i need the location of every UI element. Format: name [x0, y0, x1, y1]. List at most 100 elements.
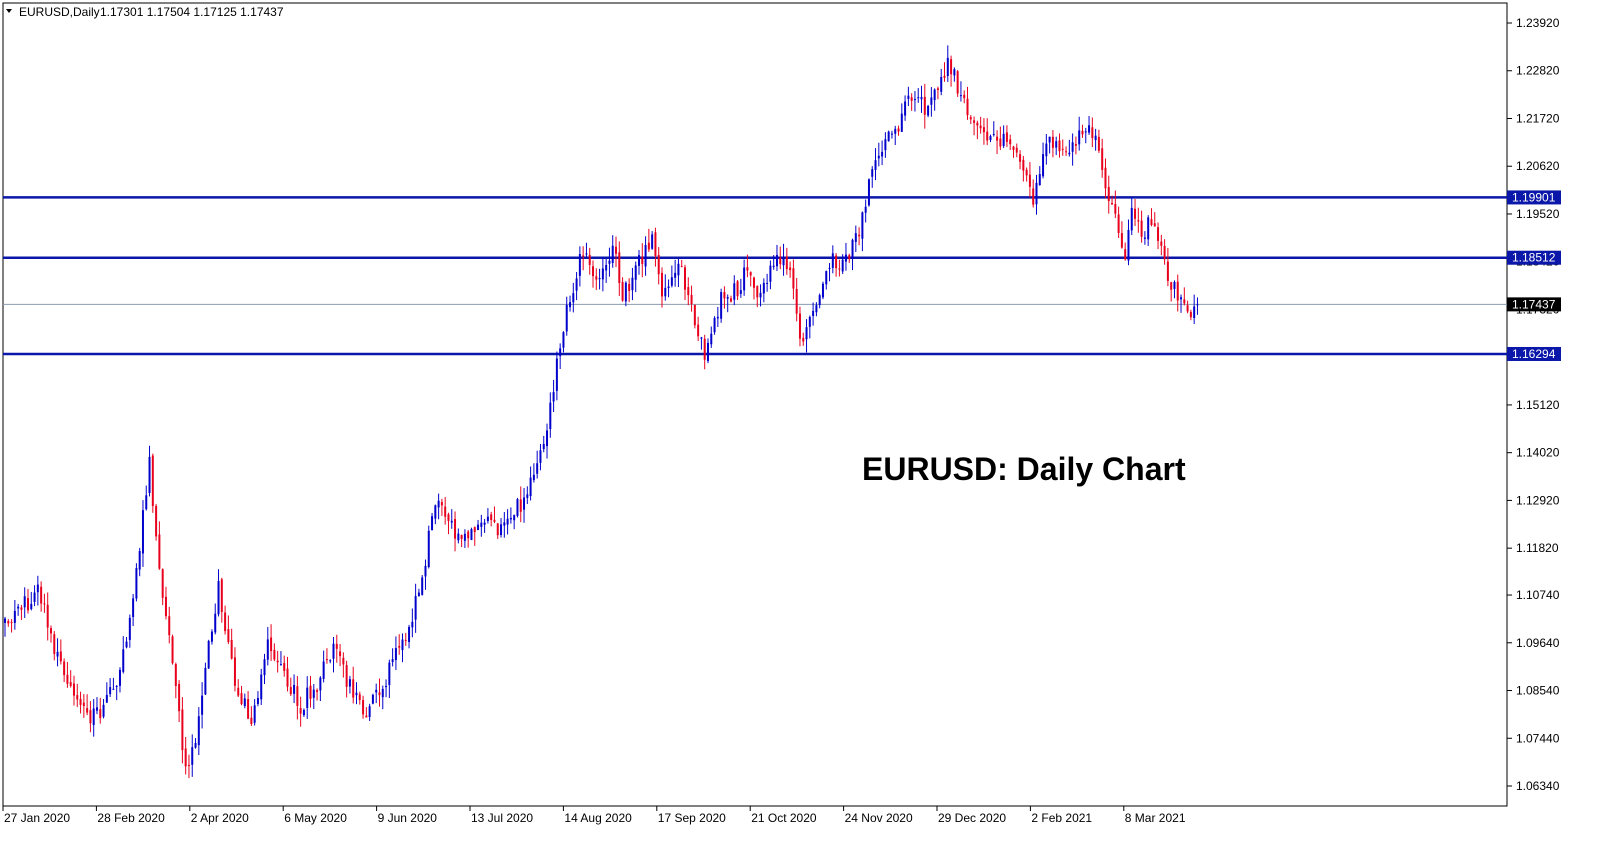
x-tick-label: 6 May 2020	[284, 811, 347, 825]
candle	[109, 678, 112, 697]
dropdown-arrow-icon[interactable]	[6, 9, 12, 13]
candle	[460, 534, 463, 548]
candle	[224, 605, 227, 635]
candle	[996, 130, 999, 154]
candle	[818, 293, 821, 309]
candle	[989, 134, 992, 143]
candle	[312, 684, 315, 710]
candle	[49, 625, 52, 643]
candle	[917, 88, 920, 103]
candle	[470, 527, 473, 541]
candle	[739, 278, 742, 298]
candle	[1101, 138, 1104, 178]
candle	[828, 263, 831, 282]
candle	[953, 67, 956, 82]
candle	[391, 648, 394, 667]
candle	[979, 116, 982, 134]
candle	[595, 268, 598, 290]
candle	[385, 679, 388, 698]
candle	[966, 86, 969, 120]
horizontal-levels	[3, 196, 1507, 356]
candle	[164, 586, 167, 620]
candle	[693, 304, 696, 329]
candle	[815, 302, 818, 317]
candle	[450, 509, 453, 529]
candle	[854, 225, 857, 252]
candle	[1058, 133, 1061, 158]
candle	[986, 118, 989, 146]
candle	[1153, 212, 1156, 227]
candle	[582, 246, 585, 271]
candle	[66, 662, 69, 688]
candle	[92, 699, 95, 737]
candle	[56, 638, 59, 667]
candle	[325, 648, 328, 664]
candle	[95, 697, 98, 715]
y-tick-label: 1.07440	[1516, 731, 1560, 745]
candle	[1055, 136, 1058, 156]
candle	[644, 236, 647, 276]
candle	[105, 682, 108, 704]
y-axis: 1.239201.228201.217201.206201.195201.184…	[1507, 16, 1560, 793]
candle	[102, 699, 105, 719]
candle	[36, 575, 39, 606]
candle	[585, 242, 588, 258]
candle	[63, 658, 66, 683]
candle	[690, 285, 693, 312]
candle	[936, 86, 939, 100]
candle	[992, 121, 995, 137]
candle	[263, 653, 266, 685]
candle	[467, 529, 470, 548]
candle	[523, 488, 526, 523]
candle	[1127, 219, 1130, 266]
candle	[161, 568, 164, 606]
candle	[1157, 222, 1160, 250]
candle	[513, 514, 516, 530]
candle	[825, 270, 828, 290]
candle	[266, 627, 269, 666]
candle	[128, 614, 131, 648]
candle	[894, 125, 897, 146]
candle	[677, 258, 680, 288]
candle	[779, 246, 782, 270]
candle	[835, 253, 838, 277]
candle	[1104, 158, 1107, 199]
candle	[187, 754, 190, 779]
candle	[79, 691, 82, 714]
candle	[404, 632, 407, 647]
candle	[940, 68, 943, 96]
candle	[141, 500, 144, 567]
candle	[910, 93, 913, 111]
candle	[575, 272, 578, 301]
candle	[417, 588, 420, 597]
candle	[624, 281, 627, 307]
candle	[375, 683, 378, 704]
candle	[220, 577, 223, 623]
candle	[125, 636, 128, 649]
level-label: 1.19901	[1512, 190, 1556, 204]
symbol-label: EURUSD,Daily	[19, 5, 100, 19]
candle	[720, 288, 723, 323]
candle	[529, 466, 532, 501]
candle	[759, 284, 762, 307]
y-tick-label: 1.23920	[1516, 16, 1560, 30]
candle	[999, 126, 1002, 150]
candle	[1002, 125, 1005, 149]
candle	[1193, 294, 1196, 325]
current-price-label-box	[1507, 297, 1561, 312]
candle	[332, 636, 335, 673]
candle	[174, 662, 177, 699]
y-tick-label: 1.12920	[1516, 493, 1560, 507]
candle	[197, 707, 200, 756]
y-tick-label: 1.21720	[1516, 111, 1560, 125]
candle	[769, 260, 772, 290]
candle	[743, 259, 746, 296]
candle	[555, 351, 558, 401]
candle	[210, 629, 213, 645]
candle	[881, 140, 884, 166]
candle	[913, 91, 916, 112]
candle	[493, 506, 496, 524]
candle	[1189, 309, 1192, 321]
candle	[431, 512, 434, 531]
